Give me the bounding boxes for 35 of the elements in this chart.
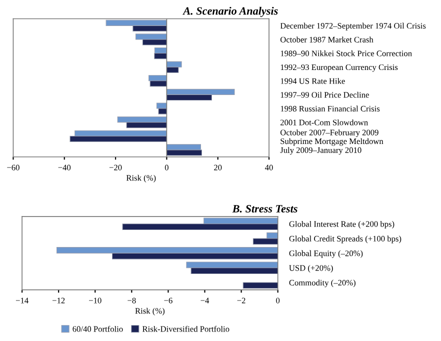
x-tick-label: −20 [109, 164, 122, 170]
x-tick-label: −12 [52, 298, 65, 304]
y-tick-label: 1989–90 Nikkei Stock Price Correction [280, 50, 412, 56]
x-tick-label: −40 [58, 164, 71, 170]
x-tick-label: 20 [214, 164, 222, 170]
x-tick-label: −4 [200, 298, 210, 304]
x-axis-title: Risk (%) [126, 174, 156, 182]
y-tick-label: October 1987 Market Crash [280, 36, 374, 42]
y-tick-label: October 2007–February 2009 Subprime Mortgage Meltdown [280, 129, 384, 146]
y-tick-label: USD (+20%) [289, 264, 333, 273]
x-tick-label: −8 [128, 298, 136, 304]
y-tick-label: 2001 Dot-Com Slowdown [280, 119, 368, 126]
x-tick-label: −2 [237, 298, 246, 304]
x-tick-label: 0 [276, 298, 280, 304]
y-tick-label: December 1972–September 1974 Oil Crisis [280, 22, 426, 30]
legend-label: 60/40 Portfolio [72, 326, 123, 332]
x-tick-label: 40 [265, 164, 273, 170]
y-tick-label: Global Credit Spreads (+100 bps) [289, 236, 402, 244]
y-tick-label: 1998 Russian Financial Crisis [280, 106, 380, 112]
x-tick-label: 0 [164, 164, 168, 170]
x-tick-label: −6 [164, 298, 172, 304]
x-tick-label: −14 [16, 298, 28, 304]
y-tick-label: Global Equity (–20%) [289, 250, 363, 258]
y-tick-label: 1997–99 Oil Price Decline [280, 92, 369, 98]
chart-title: B. Stress Tests [232, 205, 298, 213]
x-axis-title: Risk (%) [135, 308, 165, 316]
y-tick-label: Global Interest Rate (+200 bps) [289, 220, 394, 229]
y-tick-label: 1992–93 European Currency Crisis [280, 64, 398, 72]
chart-title: A. Scenario Analysis [182, 6, 278, 17]
y-tick-label: July 2009–January 2010 [280, 147, 362, 155]
y-tick-label: 1994 US Rate Hike [280, 78, 345, 84]
x-tick-label: −60 [7, 164, 20, 170]
legend-label: Risk-Diversified Portfolio [142, 326, 230, 332]
x-tick-label: −10 [89, 298, 102, 304]
y-tick-label: Commodity (–20%) [289, 280, 356, 288]
